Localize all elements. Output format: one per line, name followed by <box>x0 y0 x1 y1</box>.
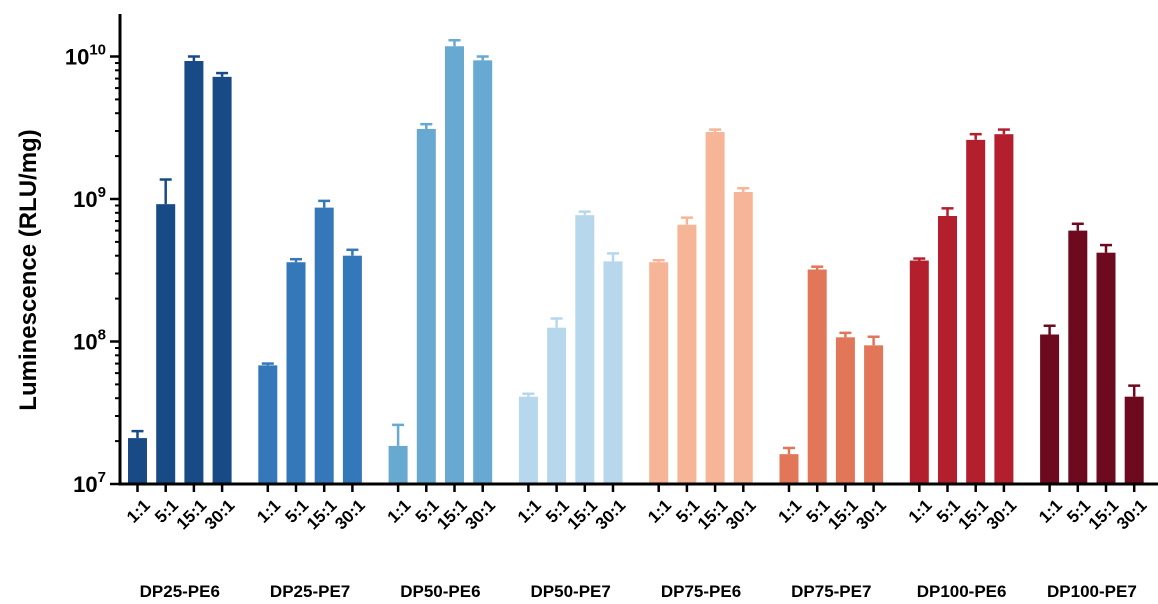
x-tick-label: 1:1 <box>1035 496 1066 527</box>
y-tick-label: 107 <box>73 469 106 497</box>
group-label-dp50-pe7: DP50-PE7 <box>531 582 611 601</box>
y-tick-label: 1010 <box>65 42 106 70</box>
x-tick-label: 1:1 <box>514 496 545 527</box>
bar-dp50-pe7-30-1 <box>603 261 623 484</box>
x-tick-label: 30:1 <box>983 496 1020 533</box>
x-tick-label: 15:1 <box>173 496 210 533</box>
bar-dp100-pe7-30-1 <box>1124 396 1144 484</box>
bar-dp100-pe6-5-1 <box>938 215 957 484</box>
x-tick-label: 15:1 <box>303 496 340 533</box>
group-label-dp100-pe7: DP100-PE7 <box>1047 582 1137 601</box>
bar-dp75-pe7-15-1 <box>835 337 855 484</box>
bar-dp75-pe7-5-1 <box>807 269 827 484</box>
x-tick-label: 30:1 <box>331 496 368 533</box>
bar-dp50-pe7-15-1 <box>575 215 595 485</box>
x-tick-label: 15:1 <box>564 496 601 533</box>
group-label-dp25-pe7: DP25-PE7 <box>270 582 350 601</box>
bar-dp25-pe7-5-1 <box>286 262 306 484</box>
x-tick-label: 30:1 <box>1113 496 1150 533</box>
bar-dp25-pe6-30-1 <box>212 76 232 485</box>
x-tick-label: 15:1 <box>955 496 992 533</box>
bar-dp100-pe6-1-1 <box>909 260 929 484</box>
x-tick-label: 1:1 <box>384 496 415 527</box>
bar-dp25-pe7-15-1 <box>314 207 334 484</box>
bar-dp100-pe6-15-1 <box>966 139 986 484</box>
bar-dp75-pe7-1-1 <box>779 454 799 484</box>
bar-dp75-pe6-1-1 <box>649 262 669 484</box>
bar-dp75-pe6-15-1 <box>705 132 725 485</box>
bar-dp50-pe7-5-1 <box>547 327 567 484</box>
bar-dp100-pe6-30-1 <box>994 134 1014 484</box>
group-label-dp25-pe6: DP25-PE6 <box>140 582 220 601</box>
x-tick-label: 15:1 <box>433 496 470 533</box>
bar-dp75-pe6-5-1 <box>677 224 697 484</box>
bar-dp100-pe7-5-1 <box>1068 230 1088 484</box>
axes-layer <box>110 14 1158 492</box>
x-tick-label: 30:1 <box>462 496 499 533</box>
bar-dp100-pe7-1-1 <box>1040 334 1060 484</box>
x-tick-label: 1:1 <box>644 496 675 527</box>
bar-dp50-pe6-30-1 <box>473 60 493 484</box>
x-tick-label: 15:1 <box>824 496 861 533</box>
x-tick-label: 30:1 <box>852 496 889 533</box>
x-tick-label: 1:1 <box>905 496 936 527</box>
group-label-dp75-pe6: DP75-PE6 <box>661 582 741 601</box>
bar-dp50-pe6-15-1 <box>445 46 464 485</box>
bar-dp50-pe7-1-1 <box>518 396 538 484</box>
y-tick-label: 108 <box>73 327 106 355</box>
bar-dp50-pe6-5-1 <box>416 128 436 484</box>
bar-dp25-pe7-30-1 <box>342 255 362 484</box>
x-tick-label: 30:1 <box>592 496 629 533</box>
bar-dp75-pe6-30-1 <box>733 191 753 484</box>
y-axis-label: Luminescence (RLU/mg) <box>15 129 42 410</box>
bar-dp25-pe6-1-1 <box>128 438 147 484</box>
bar-dp25-pe6-5-1 <box>156 204 176 485</box>
bar-dp100-pe7-15-1 <box>1096 252 1116 484</box>
x-tick-label: 15:1 <box>1085 496 1122 533</box>
x-tick-label: 1:1 <box>253 496 284 527</box>
y-tick-label: 109 <box>73 184 106 212</box>
bar-dp25-pe6-15-1 <box>184 60 204 484</box>
x-tick-label: 30:1 <box>201 496 238 533</box>
group-label-dp50-pe6: DP50-PE6 <box>400 582 480 601</box>
x-tick-label: 1:1 <box>123 496 154 527</box>
x-tick-label: 1:1 <box>774 496 805 527</box>
x-tick-label: 15:1 <box>694 496 731 533</box>
bar-dp25-pe7-1-1 <box>258 365 278 484</box>
group-label-dp100-pe6: DP100-PE6 <box>917 582 1007 601</box>
bar-dp75-pe7-30-1 <box>864 345 884 484</box>
bars-layer <box>128 39 1144 485</box>
group-label-dp75-pe7: DP75-PE7 <box>791 582 871 601</box>
x-tick-label: 30:1 <box>722 496 759 533</box>
bar-dp50-pe6-1-1 <box>388 445 408 484</box>
